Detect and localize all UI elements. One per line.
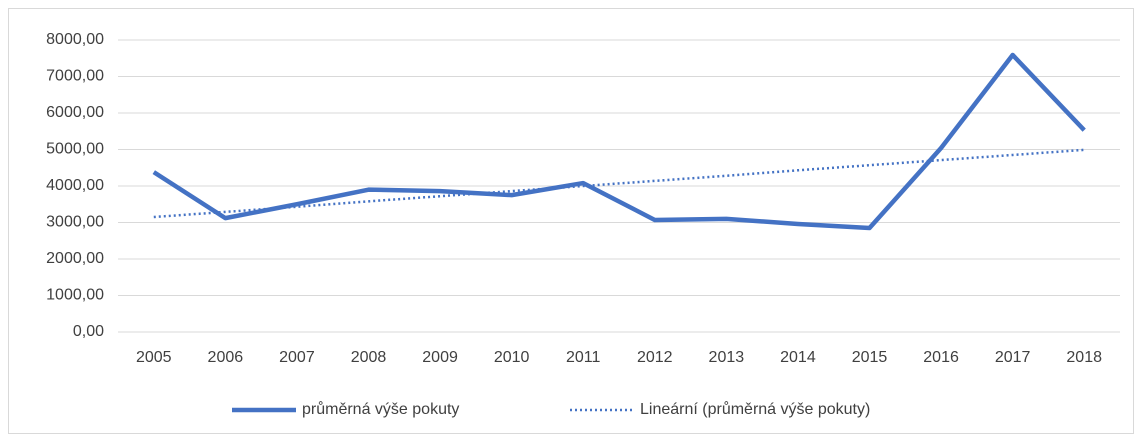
x-tick-label: 2011 <box>566 349 601 366</box>
legend-label: průměrná výše pokuty <box>302 400 459 418</box>
x-tick-label: 2018 <box>1066 349 1102 366</box>
y-tick-label: 1000,00 <box>46 287 104 304</box>
y-tick-label: 3000,00 <box>46 214 104 231</box>
x-tick-label: 2008 <box>351 349 387 366</box>
y-tick-label: 2000,00 <box>46 250 104 267</box>
x-tick-label: 2014 <box>780 349 816 366</box>
x-tick-label: 2009 <box>422 349 458 366</box>
x-tick-label: 2017 <box>995 349 1031 366</box>
y-tick-label: 0,00 <box>73 323 104 340</box>
x-tick-label: 2007 <box>279 349 315 366</box>
x-tick-label: 2005 <box>136 349 172 366</box>
x-tick-label: 2006 <box>208 349 244 366</box>
x-tick-label: 2013 <box>709 349 745 366</box>
y-tick-label: 8000,00 <box>46 31 104 48</box>
x-tick-label: 2012 <box>637 349 673 366</box>
y-tick-label: 7000,00 <box>46 68 104 85</box>
data-line <box>152 52 1086 231</box>
y-tick-label: 5000,00 <box>46 141 104 158</box>
y-tick-label: 4000,00 <box>46 177 104 194</box>
x-tick-label: 2016 <box>923 349 959 366</box>
chart-border <box>8 8 1134 434</box>
legend-label: Lineární (průměrná výše pokuty) <box>640 400 870 418</box>
x-tick-label: 2015 <box>852 349 888 366</box>
x-tick-label: 2010 <box>494 349 530 366</box>
trend-line <box>153 148 1085 219</box>
y-tick-label: 6000,00 <box>46 104 104 121</box>
